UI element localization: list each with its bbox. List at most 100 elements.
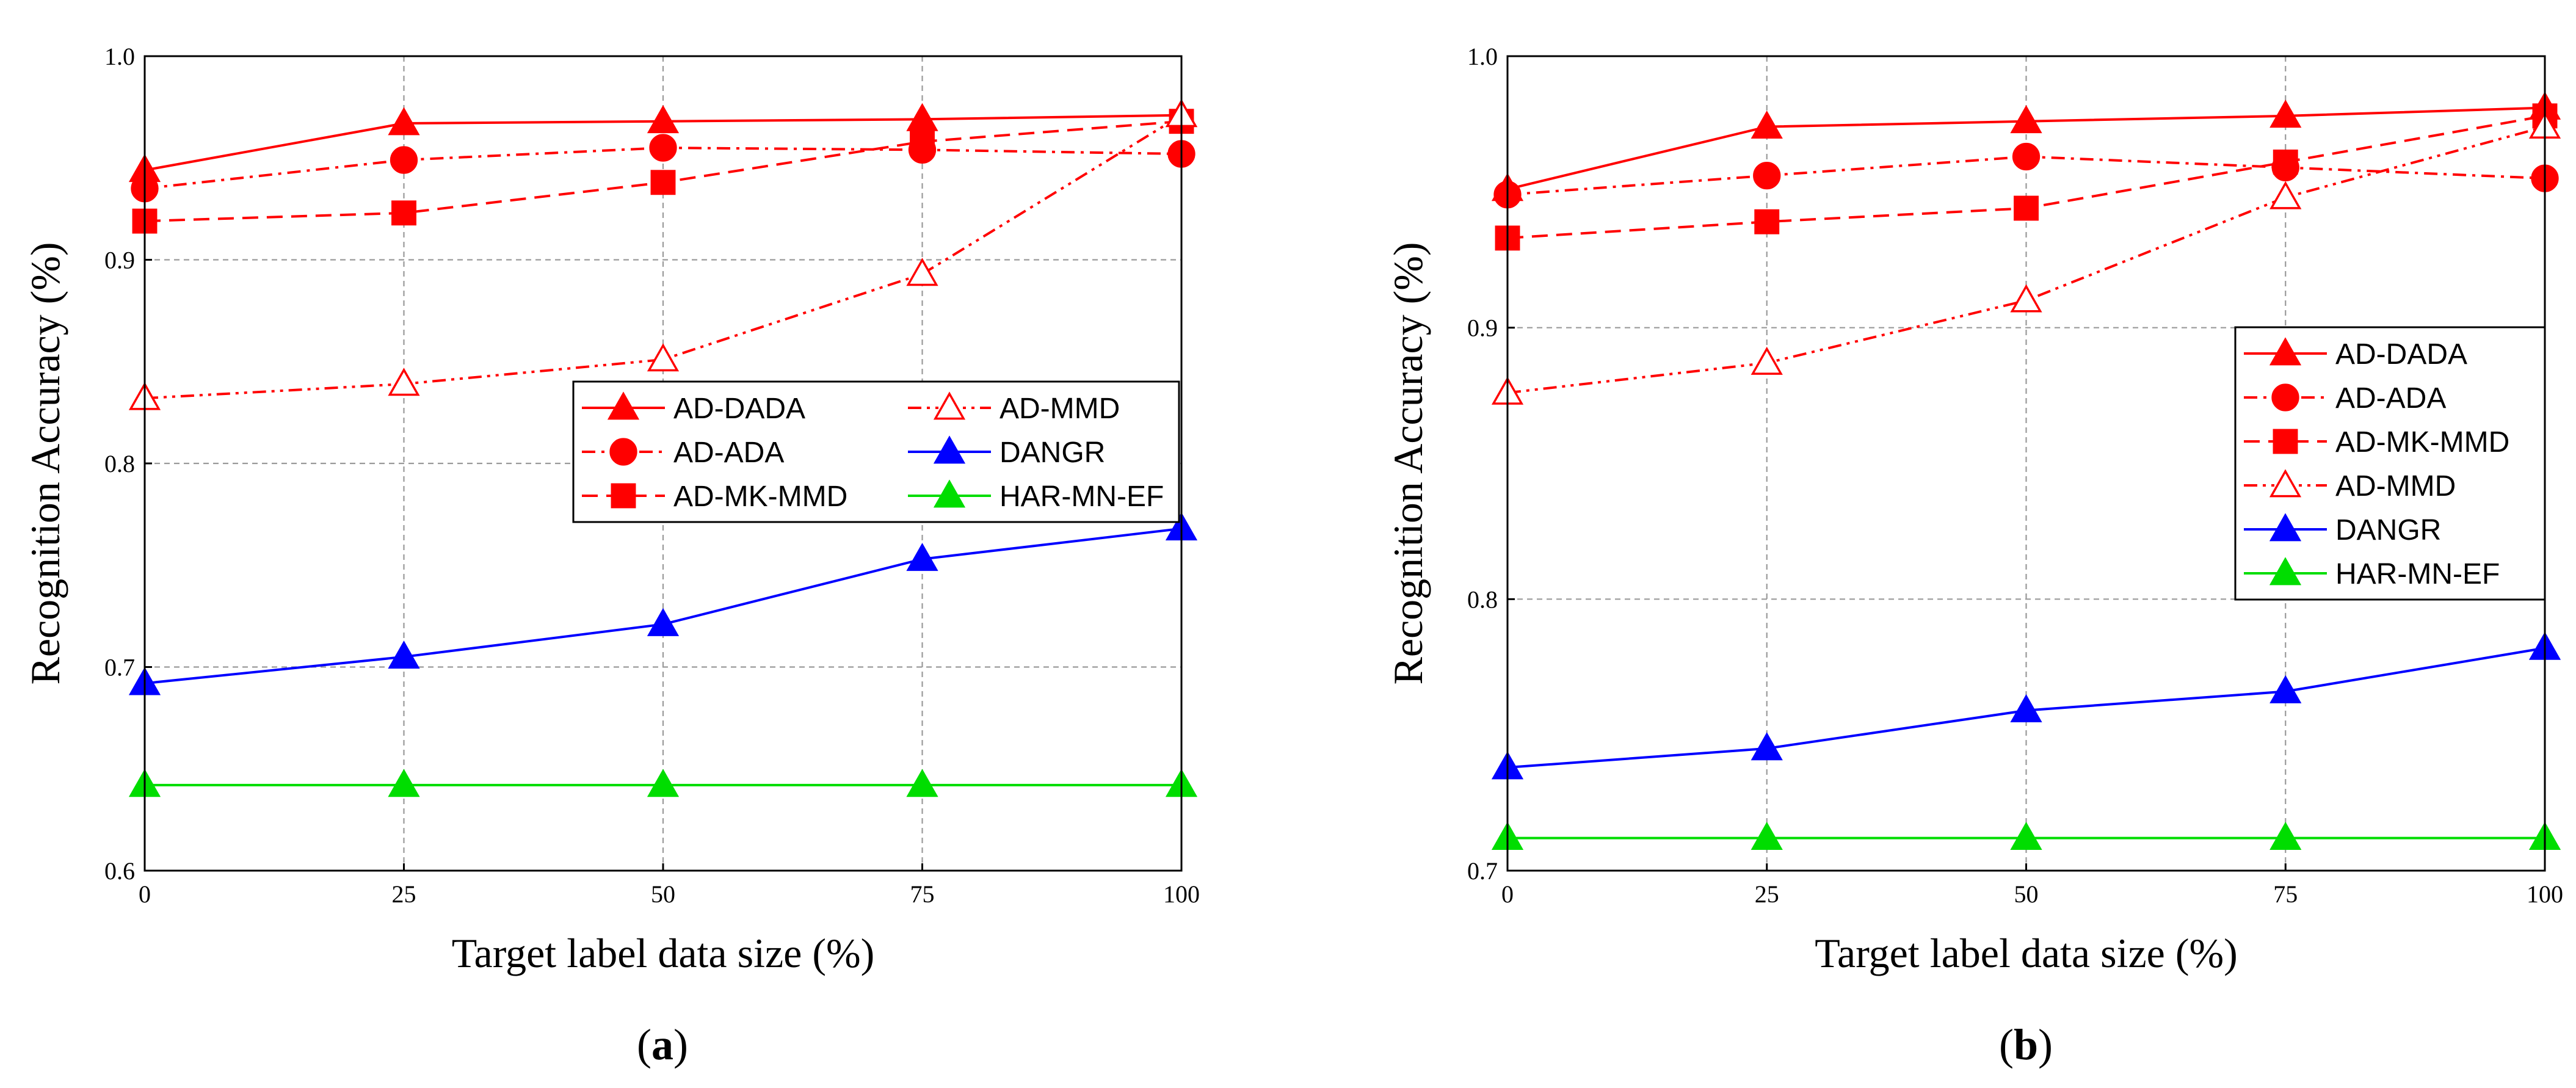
data-point-ad-mk-mmd (2014, 195, 2039, 221)
series-har-mn-ef (128, 769, 1198, 797)
series-har-mn-ef (1491, 821, 2561, 850)
x-axis-title: Target label data size (%) (452, 930, 875, 976)
data-point-ad-mk-mmd (910, 129, 935, 154)
plot-area-frame (143, 55, 1183, 872)
legend-label: AD-MMD (1000, 393, 1120, 425)
legend-marker-ad-mmd (2269, 469, 2302, 498)
legend-marker-ad-dada (607, 391, 640, 420)
legend-label: AD-MK-MMD (673, 481, 847, 513)
legend-label: AD-MMD (2335, 470, 2456, 502)
data-point-ad-ada (390, 146, 418, 174)
legend-item-ad-mk-mmd: AD-MK-MMD (582, 481, 847, 513)
series-group (1491, 91, 2561, 850)
data-point-ad-mmd (388, 368, 420, 396)
data-point-har-mn-ef (647, 769, 680, 797)
y-tick-label: 0.8 (1467, 586, 1498, 613)
legend-label: AD-ADA (673, 437, 784, 469)
series-line-ad-mmd (1507, 125, 2545, 394)
data-point-ad-dada (647, 105, 680, 134)
legend-marker-ad-ada (609, 438, 637, 466)
legend-item-dangr: DANGR (908, 435, 1105, 469)
data-point-ad-mk-mmd (650, 170, 676, 195)
y-tick-label: 0.8 (104, 450, 135, 477)
legend-marker-ad-mmd (933, 391, 966, 420)
y-axis: 0.7 0.8 0.9 1.0 (1467, 43, 1515, 885)
data-point-dangr (2010, 694, 2042, 722)
data-point-ad-mk-mmd (2273, 149, 2298, 175)
legend-item-dangr: DANGR (2244, 513, 2441, 546)
data-point-ad-mmd (1751, 346, 1783, 375)
legend: AD-DADA AD-ADA AD-MK-MMD AD-MMD DANGR HAR-MN-… (2234, 326, 2546, 601)
legend-label: AD-MK-MMD (2335, 426, 2509, 459)
legend-label: HAR-MN-EF (1000, 481, 1164, 513)
legend-item-ad-dada: AD-DADA (2244, 337, 2467, 371)
x-axis-title: Target label data size (%) (1815, 930, 2238, 976)
y-tick-label: 1.0 (104, 43, 135, 70)
data-point-ad-dada (906, 103, 938, 131)
y-tick-label: 0.6 (104, 857, 135, 885)
legend-item-ad-dada: AD-DADA (582, 391, 805, 425)
x-axis: 0 25 50 75 100 (139, 863, 1200, 908)
x-tick-label: 75 (2273, 880, 2298, 908)
x-tick-label: 0 (139, 880, 151, 908)
legend-item-ad-mmd: AD-MMD (2244, 469, 2456, 502)
data-point-dangr (2269, 675, 2302, 703)
data-point-ad-ada (2012, 142, 2041, 171)
y-tick-label: 0.9 (1467, 314, 1498, 342)
legend-label: AD-DADA (2335, 338, 2467, 371)
data-point-ad-mk-mmd (1754, 209, 1780, 234)
data-point-ad-ada (1753, 162, 1781, 190)
legend-item-ad-ada: AD-ADA (582, 437, 784, 469)
legend-marker-dangr (2269, 513, 2302, 542)
chart-panel-a: 0 25 50 75 100 0.6 0.7 0.8 0.9 1.0 Target label da… (22, 43, 1200, 1069)
data-point-dangr (647, 607, 680, 636)
x-tick-label: 75 (910, 880, 935, 908)
panel-caption: (a) (637, 1020, 688, 1069)
data-point-har-mn-ef (1751, 821, 1783, 850)
data-point-ad-mmd (2269, 181, 2302, 209)
data-point-har-mn-ef (388, 769, 420, 797)
x-tick-label: 50 (2014, 880, 2039, 908)
data-point-ad-ada (649, 134, 677, 162)
series-line-ad-mmd (144, 114, 1183, 400)
data-point-ad-dada (388, 107, 420, 136)
legend-label: HAR-MN-EF (2335, 558, 2500, 590)
data-point-har-mn-ef (2269, 821, 2302, 850)
legend-label: DANGR (2335, 514, 2441, 546)
data-point-ad-dada (1751, 110, 1783, 139)
legend-box (2234, 326, 2546, 601)
data-point-har-mn-ef (906, 769, 938, 797)
legend-label: AD-ADA (2335, 382, 2446, 415)
data-point-ad-mmd (647, 343, 680, 372)
legend-marker-ad-ada (2271, 383, 2299, 412)
legend-item-har-mn-ef: HAR-MN-EF (2244, 557, 2500, 590)
chart-panel-b: 0 25 50 75 100 0.7 0.8 0.9 1.0 Target label data … (1385, 43, 2563, 1069)
legend-item-ad-ada: AD-ADA (2244, 382, 2446, 415)
legend-marker-har-mn-ef (2269, 557, 2302, 586)
legend-item-ad-mk-mmd: AD-MK-MMD (2244, 426, 2509, 459)
legend-marker-dangr (933, 435, 966, 464)
x-tick-label: 50 (651, 880, 675, 908)
data-point-ad-mmd (2010, 284, 2042, 313)
y-tick-label: 0.7 (104, 654, 135, 681)
data-point-dangr (906, 543, 938, 571)
x-tick-label: 100 (1163, 880, 1200, 908)
x-tick-label: 100 (2527, 880, 2563, 908)
legend-item-har-mn-ef: HAR-MN-EF (908, 479, 1164, 513)
panel-caption: (b) (1999, 1020, 2053, 1069)
data-point-ad-mmd (906, 258, 938, 286)
data-point-har-mn-ef (2010, 821, 2042, 850)
y-axis-title: Recognition Accuracy (%) (1385, 242, 1431, 684)
x-tick-label: 25 (392, 880, 416, 908)
y-tick-label: 1.0 (1467, 43, 1498, 70)
legend-marker-har-mn-ef (933, 479, 966, 508)
y-tick-label: 0.9 (104, 247, 135, 274)
legend: AD-DADA AD-MMD AD-ADA DANGR AD-MK-MMD HAR-MN-… (572, 380, 1180, 523)
data-point-dangr (388, 640, 420, 669)
legend-marker-ad-dada (2269, 337, 2302, 366)
data-point-dangr (1751, 732, 1783, 761)
legend-marker-ad-mk-mmd (2273, 429, 2298, 454)
x-tick-label: 25 (1755, 880, 1779, 908)
data-point-ad-dada (2269, 100, 2302, 128)
